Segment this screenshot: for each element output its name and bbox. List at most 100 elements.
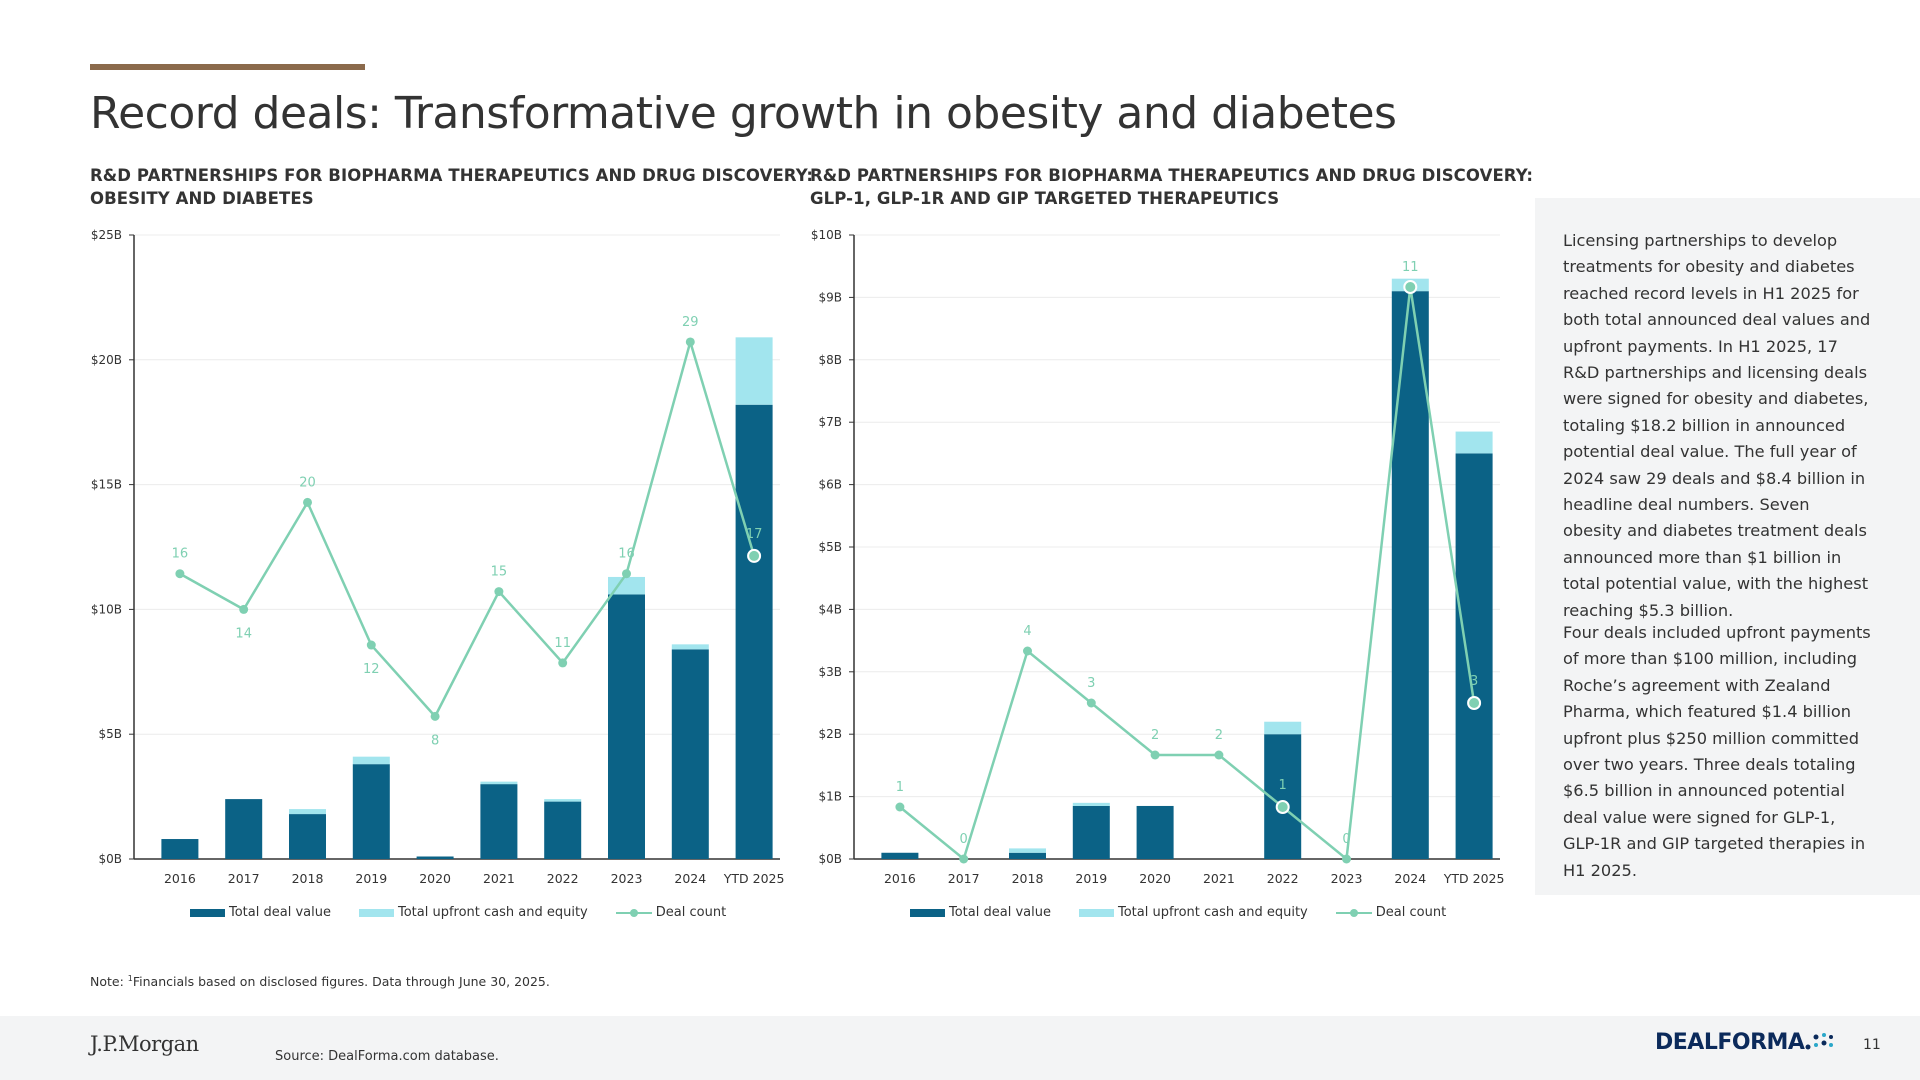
bar-total-deal-value: [161, 839, 199, 859]
deal-count-point: [494, 587, 504, 597]
y-tick-label: $10B: [811, 228, 842, 242]
deal-count-label: 3: [1470, 674, 1478, 689]
footnote: Note: 1Financials based on disclosed fig…: [90, 974, 550, 989]
deal-count-label: 8: [431, 733, 439, 748]
deal-count-label: 17: [746, 527, 763, 542]
deal-count-point: [366, 640, 376, 650]
deal-count-point: [895, 802, 905, 812]
deal-count-label: 12: [363, 662, 380, 677]
bar-upfront-cash-equity: [1264, 721, 1302, 735]
commentary-paragraph-1: Licensing partnerships to develop treatm…: [1563, 231, 1871, 620]
bar-total-deal-value: [1072, 805, 1110, 859]
legend-swatch-deal-count: [615, 908, 652, 917]
bar-upfront-cash-equity: [352, 756, 390, 765]
deal-count-point: [1467, 696, 1482, 710]
dealforma-dots-icon: [1805, 1032, 1834, 1049]
deal-count-point: [685, 337, 695, 347]
x-tick-label: 2023: [1331, 871, 1363, 886]
bar-total-deal-value: [352, 764, 390, 859]
source-note: Source: DealForma.com database.: [275, 1049, 499, 1064]
deal-count-point: [239, 604, 249, 614]
y-tick-label: $1B: [818, 790, 842, 804]
commentary-panel: Licensing partnerships to develop treatm…: [1535, 198, 1920, 895]
legend-swatch-upfront: [358, 908, 394, 917]
bar-total-deal-value: [416, 856, 454, 859]
x-tick-label: 2016: [164, 871, 196, 886]
deal-count-point: [622, 569, 631, 579]
y-tick-label: $10B: [91, 602, 122, 616]
x-tick-label: 2019: [1075, 871, 1107, 886]
y-tick-label: $9B: [818, 290, 842, 304]
y-tick-label: $0B: [98, 852, 122, 866]
legend-swatch-deal-value: [910, 908, 945, 917]
deal-count-label: 11: [554, 636, 571, 651]
deal-count-label: 20: [299, 475, 316, 490]
dealforma-logo: DEALFORMA: [1655, 1030, 1834, 1055]
bar-total-deal-value: [289, 814, 326, 859]
deal-count-label: 11: [1402, 260, 1419, 275]
deal-count-point: [1275, 800, 1290, 814]
bar-total-deal-value: [480, 784, 518, 859]
bar-total-deal-value: [1391, 291, 1429, 859]
bar-upfront-cash-equity: [608, 576, 645, 595]
deal-count-point: [1086, 698, 1096, 708]
legend-item-upfront: Total upfront cash and equity: [358, 905, 588, 920]
deal-count-point: [1342, 854, 1351, 864]
x-tick-label: 2018: [1012, 871, 1044, 886]
x-tick-label: 2017: [228, 871, 260, 886]
accent-bar: [90, 64, 365, 70]
footnote-prefix: Note:: [90, 974, 128, 990]
deal-count-point: [747, 548, 762, 563]
legend-label-upfront: Total upfront cash and equity: [397, 905, 588, 920]
legend-label-deal-value: Total deal value: [229, 905, 331, 920]
bar-total-deal-value: [671, 649, 709, 859]
x-tick-label: 2020: [419, 871, 451, 886]
deal-count-label: 0: [1342, 832, 1350, 847]
deal-count-point: [430, 711, 440, 721]
x-tick-label: 2017: [948, 871, 980, 886]
x-tick-label: 2024: [1394, 871, 1426, 886]
y-tick-label: $8B: [818, 353, 842, 367]
legend-item-upfront: Total upfront cash and equity: [1078, 905, 1308, 920]
chart-right-heading-line2: GLP-1, GLP-1R AND GIP TARGETED THERAPEUT…: [810, 189, 1280, 208]
chart-right-heading-line1: R&D PARTNERSHIPS FOR BIOPHARMA THERAPEUT…: [810, 166, 1534, 185]
deal-count-point: [1214, 750, 1224, 760]
deal-count-line: [179, 337, 756, 719]
bar-upfront-cash-equity: [289, 809, 326, 815]
chart-right-legend: Total deal value Total upfront cash and …: [910, 905, 1474, 920]
x-tick-label: 2022: [547, 871, 579, 886]
deal-count-label: 29: [682, 315, 699, 330]
y-tick-label: $5B: [98, 727, 122, 741]
deal-count-label: 16: [172, 547, 189, 562]
dealforma-logo-text: DEALFORMA: [1655, 1030, 1805, 1055]
legend-label-deal-count: Deal count: [1375, 905, 1447, 920]
deal-count-label: 2: [1151, 728, 1159, 743]
bar-total-deal-value: [1009, 852, 1046, 859]
deal-count-label: 15: [491, 565, 508, 580]
legend-label-upfront: Total upfront cash and equity: [1117, 905, 1308, 920]
bar-upfront-cash-equity: [1072, 802, 1110, 806]
bar-upfront-cash-equity: [735, 337, 773, 405]
legend-swatch-deal-value: [190, 908, 225, 917]
chart-left-heading: R&D PARTNERSHIPS FOR BIOPHARMA THERAPEUT…: [90, 164, 813, 210]
bar-total-deal-value: [1136, 805, 1174, 859]
x-tick-label: 2016: [884, 871, 916, 886]
chart-left-heading-line1: R&D PARTNERSHIPS FOR BIOPHARMA THERAPEUT…: [90, 166, 814, 185]
deal-count-label: 1: [896, 780, 904, 795]
footnote-marker: 1: [127, 974, 133, 983]
legend-item-deal-value: Total deal value: [910, 905, 1051, 920]
chart-left-heading-line2: OBESITY AND DIABETES: [90, 189, 314, 208]
bar-upfront-cash-equity: [671, 644, 709, 650]
footnote-text: Financials based on disclosed figures. D…: [132, 974, 550, 990]
x-tick-label: 2020: [1139, 871, 1171, 886]
bar-total-deal-value: [608, 594, 645, 859]
deal-count-point: [959, 854, 969, 864]
deal-count-label: 4: [1023, 624, 1031, 639]
deal-count-label: 2: [1215, 728, 1223, 743]
legend-label-deal-count: Deal count: [655, 905, 727, 920]
deal-count-label: 16: [618, 547, 635, 562]
y-tick-label: $0B: [818, 852, 842, 866]
commentary-paragraph-2: Four deals included upfront payments of …: [1563, 623, 1871, 880]
legend-item-deal-count: Deal count: [615, 905, 727, 920]
